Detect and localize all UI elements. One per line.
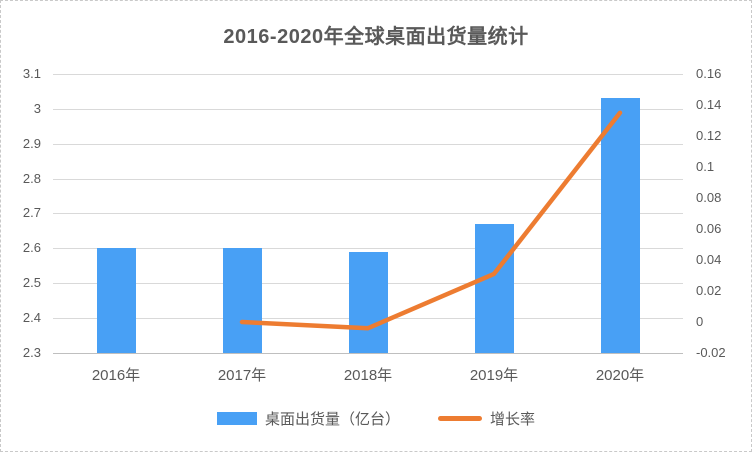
chart-title: 2016-2020年全球桌面出货量统计 xyxy=(223,26,529,48)
legend: 桌面出货量（亿台） 增长率 xyxy=(1,408,751,429)
x-axis-line xyxy=(53,353,683,354)
bar-2018年 xyxy=(349,252,388,353)
bar-2020年 xyxy=(601,98,640,353)
growth-rate-line xyxy=(239,110,623,331)
right-axis-tick-label: 0.1 xyxy=(696,159,715,174)
right-axis-tick-label: 0.02 xyxy=(696,283,722,298)
gridline xyxy=(53,144,683,145)
right-axis-tick-label: 0.06 xyxy=(696,221,722,236)
x-axis-label: 2019年 xyxy=(469,367,519,384)
left-axis-tick-label: 2.7 xyxy=(22,205,41,220)
legend-line-swatch xyxy=(438,416,482,421)
right-axis-tick-label: 0.12 xyxy=(696,128,722,143)
x-axis-label: 2020年 xyxy=(595,367,645,384)
x-axis-label: 2016年 xyxy=(91,367,141,384)
right-axis-tick-label: 0 xyxy=(696,314,704,329)
gridline xyxy=(53,109,683,110)
gridline xyxy=(53,248,683,249)
right-axis-tick-label: 0.16 xyxy=(696,66,722,81)
x-axis-label: 2017年 xyxy=(217,367,267,384)
right-axis-tick-label: 0.08 xyxy=(696,190,722,205)
left-axis-tick-label: 2.5 xyxy=(22,275,41,290)
legend-line-label: 增长率 xyxy=(490,411,536,428)
bar-2016年 xyxy=(97,248,136,353)
x-axis-label: 2018年 xyxy=(343,367,393,384)
right-axis-tick-label: -0.02 xyxy=(696,345,726,360)
gridline xyxy=(53,213,683,214)
gridline xyxy=(53,74,683,75)
gridline xyxy=(53,179,683,180)
left-axis-tick-label: 3.1 xyxy=(22,66,41,81)
right-axis-tick-label: 0.04 xyxy=(696,252,722,267)
left-axis-tick-label: 2.8 xyxy=(22,171,41,186)
bar-2017年 xyxy=(223,248,262,353)
left-axis-tick-label: 2.9 xyxy=(22,136,41,151)
legend-bar-label: 桌面出货量（亿台） xyxy=(264,411,400,428)
left-axis-tick-label: 2.6 xyxy=(22,240,41,255)
left-axis-tick-label: 3 xyxy=(33,101,41,116)
bar-2019年 xyxy=(475,224,514,353)
legend-bar-swatch xyxy=(216,412,257,425)
left-axis-tick-label: 2.4 xyxy=(22,310,41,325)
left-axis-tick-label: 2.3 xyxy=(22,345,41,360)
right-axis-tick-label: 0.14 xyxy=(696,97,722,112)
